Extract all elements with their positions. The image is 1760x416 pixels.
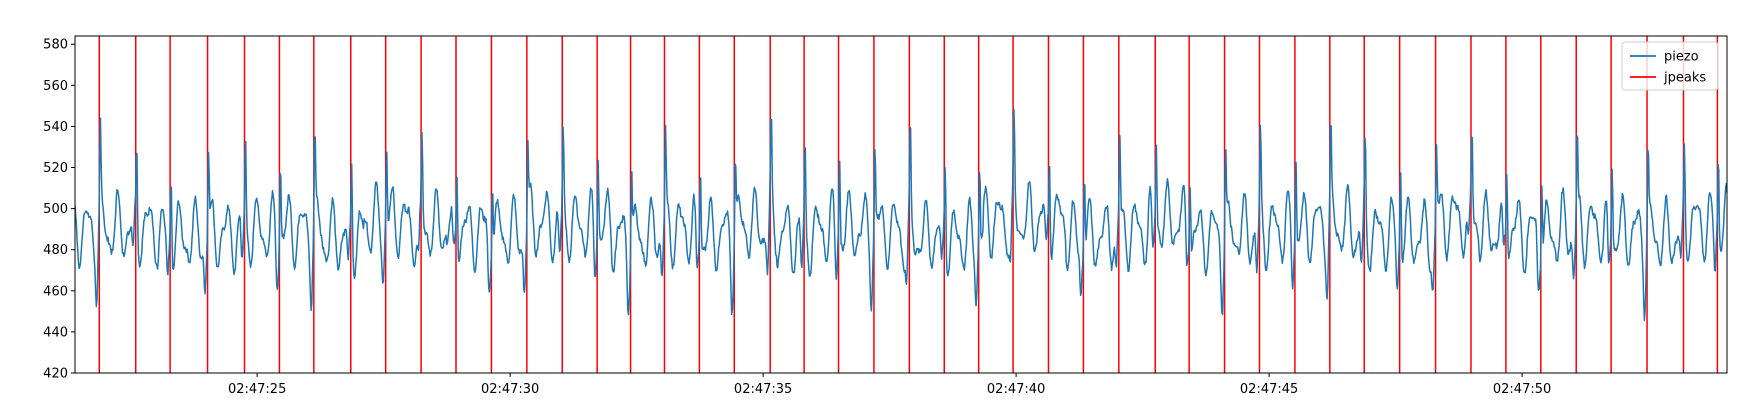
x-tick-label: 02:47:30 (481, 382, 539, 397)
y-tick-label: 580 (43, 38, 68, 53)
x-tick-label: 02:47:35 (734, 382, 792, 397)
y-tick-label: 500 (43, 202, 68, 217)
plot-frame (74, 35, 1728, 374)
series-layer (75, 36, 1727, 373)
series-piezo (75, 108, 1727, 322)
y-axis: 420 440 460 480 500 520 540 560 580 (43, 38, 75, 382)
legend-box (1621, 41, 1719, 91)
piezo-line (75, 108, 1727, 322)
x-axis: 02:47:25 02:47:30 02:47:35 02:47:40 02:47:45… (228, 373, 1551, 397)
y-tick-label: 460 (43, 284, 68, 299)
y-tick-label: 480 (43, 243, 68, 258)
y-tick-label: 540 (43, 120, 68, 135)
y-tick-label: 440 (43, 325, 68, 340)
legend: piezo jpeaks (1621, 41, 1719, 91)
x-tick-label: 02:47:25 (228, 382, 286, 397)
y-tick-label: 520 (43, 161, 68, 176)
legend-label-jpeaks: jpeaks (1663, 71, 1706, 86)
x-tick-label: 02:47:50 (1493, 382, 1551, 397)
y-tick-label: 560 (43, 79, 68, 94)
x-tick-label: 02:47:40 (987, 382, 1045, 397)
legend-label-piezo: piezo (1664, 50, 1699, 65)
x-tick-label: 02:47:45 (1240, 382, 1298, 397)
y-tick-label: 420 (43, 367, 68, 382)
